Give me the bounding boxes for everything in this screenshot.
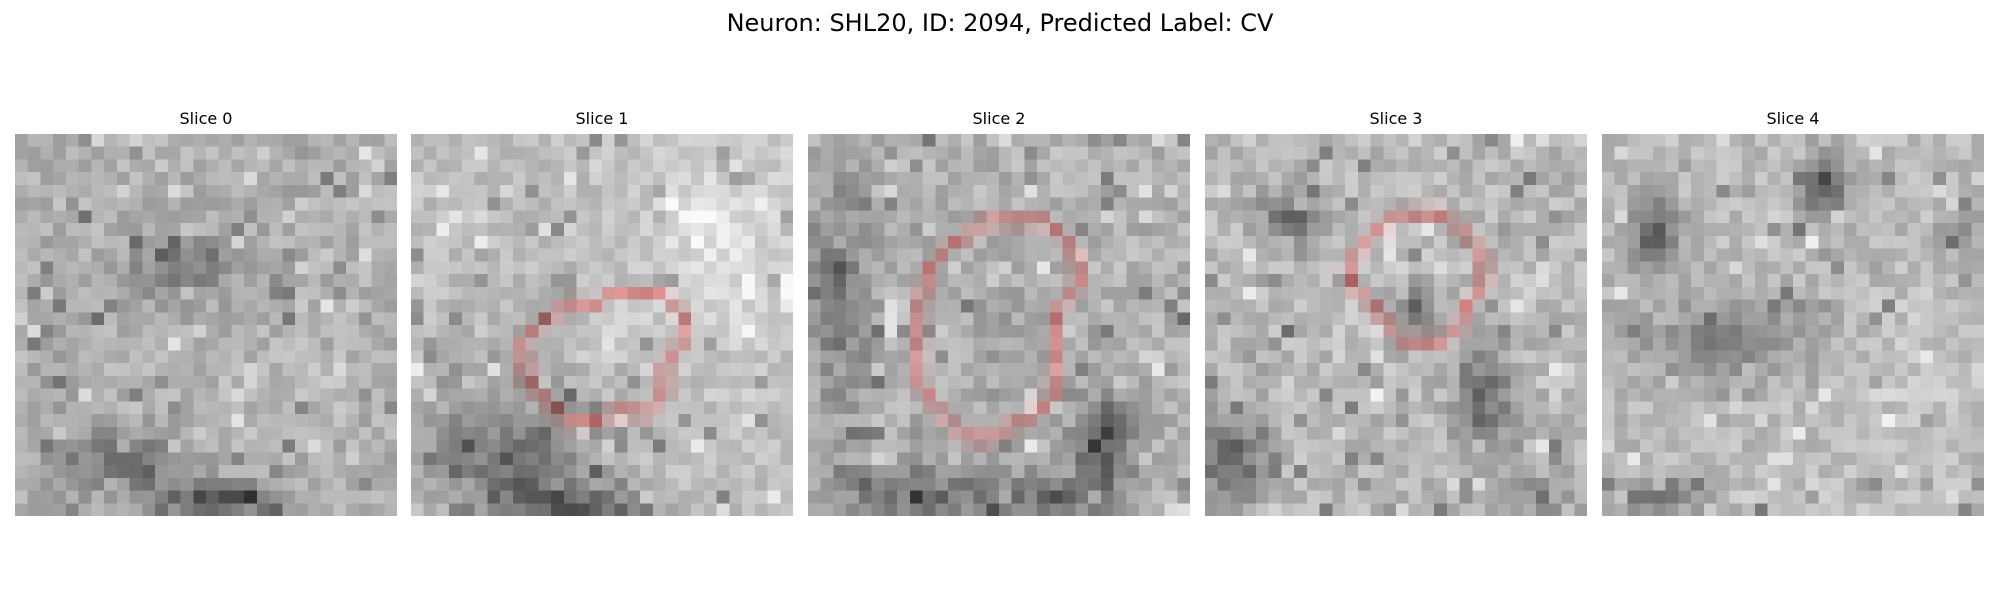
slice-panel-1: Slice 1 — [411, 109, 793, 516]
slice-image — [411, 134, 793, 516]
slice-panel-2: Slice 2 — [808, 109, 1190, 516]
slice-title: Slice 4 — [1766, 109, 1820, 128]
slice-image — [1205, 134, 1587, 516]
slice-image — [808, 134, 1190, 516]
slice-panel-3: Slice 3 — [1205, 109, 1587, 516]
slice-title: Slice 0 — [179, 109, 233, 128]
microscopy-image — [15, 134, 397, 516]
slice-title: Slice 3 — [1369, 109, 1423, 128]
figure-title: Neuron: SHL20, ID: 2094, Predicted Label… — [726, 9, 1274, 37]
slice-panel-4: Slice 4 — [1602, 109, 1984, 516]
microscopy-image — [1205, 134, 1587, 516]
slice-panel-0: Slice 0 — [15, 109, 397, 516]
slice-title: Slice 1 — [575, 109, 629, 128]
microscopy-image — [1602, 134, 1984, 516]
slice-image — [1602, 134, 1984, 516]
microscopy-image — [808, 134, 1190, 516]
slice-title: Slice 2 — [972, 109, 1026, 128]
microscopy-image — [411, 134, 793, 516]
slice-image — [15, 134, 397, 516]
